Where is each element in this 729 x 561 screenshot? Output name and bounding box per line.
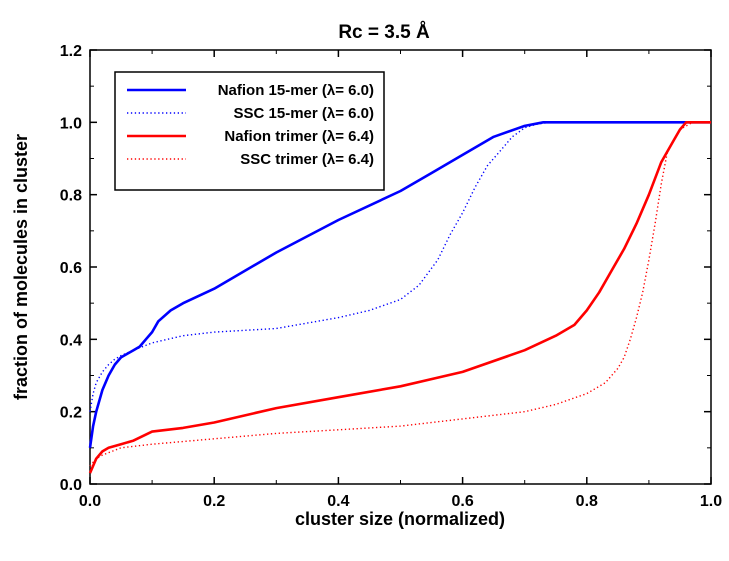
plot-lines bbox=[88, 121, 711, 474]
y-axis-label: fraction of molecules in cluster bbox=[11, 134, 31, 400]
series-line-0 bbox=[88, 121, 711, 448]
x-tick-label: 0.4 bbox=[327, 493, 349, 510]
x-axis-label: cluster size (normalized) bbox=[295, 509, 505, 529]
x-tick-label: 1.0 bbox=[700, 493, 722, 510]
legend-box bbox=[114, 71, 385, 191]
y-tick-label: 0.2 bbox=[60, 405, 82, 422]
series-line-2 bbox=[88, 121, 711, 474]
y-axis: 0.0 0.2 0.4 0.6 0.8 1.0 1.2 bbox=[60, 43, 711, 494]
legend-label-2: Nafion trimer (λ= 6.4) bbox=[224, 128, 374, 145]
x-axis: 0.0 0.2 0.4 0.6 0.8 1.0 bbox=[79, 50, 722, 510]
y-tick-label: 0.4 bbox=[60, 332, 82, 349]
x-tick-label: 0.0 bbox=[79, 493, 101, 510]
x-tick-label: 0.8 bbox=[576, 493, 598, 510]
series-line-3 bbox=[89, 121, 711, 467]
legend: Nafion 15-mer (λ= 6.0) SSC 15-mer (λ= 6.0… bbox=[114, 71, 385, 191]
y-tick-label: 1.0 bbox=[60, 115, 82, 132]
y-tick-label: 1.2 bbox=[60, 43, 82, 60]
legend-label-0: Nafion 15-mer (λ= 6.0) bbox=[218, 82, 374, 99]
y-tick-label: 0.6 bbox=[60, 260, 82, 277]
legend-label-1: SSC 15-mer (λ= 6.0) bbox=[234, 105, 375, 122]
y-tick-label: 0.0 bbox=[60, 477, 82, 494]
x-tick-label: 0.2 bbox=[203, 493, 225, 510]
legend-label-3: SSC trimer (λ= 6.4) bbox=[240, 151, 374, 168]
chart-title: Rc = 3.5 Å bbox=[338, 22, 430, 43]
x-tick-label: 0.6 bbox=[451, 493, 473, 510]
series-line-1 bbox=[89, 121, 711, 412]
y-tick-label: 0.8 bbox=[60, 188, 82, 205]
